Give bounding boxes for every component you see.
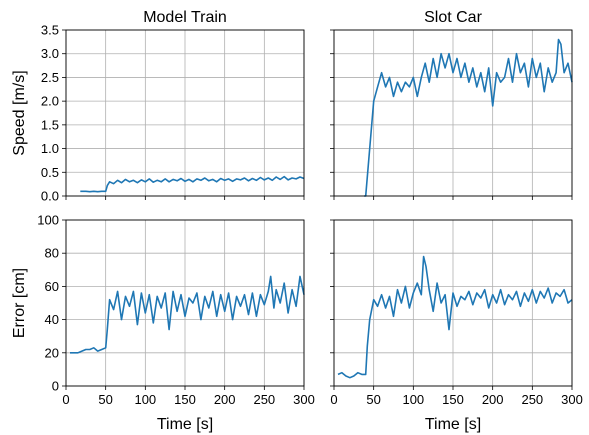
y-tick-label: 0	[52, 379, 59, 394]
y-tick-label: 1.0	[41, 141, 59, 156]
y-tick-label: 80	[45, 246, 59, 261]
x-axis-label: Time [s]	[157, 416, 213, 433]
series-line	[80, 175, 305, 193]
y-tick-label: 20	[45, 345, 59, 360]
y-tick-label: 40	[45, 312, 59, 327]
x-tick-label: 50	[366, 392, 380, 407]
y-tick-label: 0.0	[41, 189, 59, 204]
panel-title: Model Train	[143, 9, 227, 26]
y-tick-label: 3.5	[41, 23, 59, 38]
x-tick-label: 300	[561, 392, 583, 407]
y-axis-label: Speed [m/s]	[11, 70, 28, 155]
x-tick-label: 200	[482, 392, 504, 407]
y-tick-label: 0.5	[41, 165, 59, 180]
y-tick-label: 1.5	[41, 117, 59, 132]
x-tick-label: 250	[253, 392, 275, 407]
x-axis-label: Time [s]	[425, 416, 481, 433]
y-axis-label: Error [cm]	[11, 268, 28, 338]
series-line	[337, 255, 573, 379]
x-tick-label: 0	[62, 392, 69, 407]
y-tick-label: 2.0	[41, 94, 59, 109]
panel-2: Slot Car	[330, 9, 573, 200]
x-tick-label: 200	[214, 392, 236, 407]
panel-1: 0.0 0.5 1.0 1.5 2.0 2.5 3.0 3.5 Model Train Speed…	[11, 9, 305, 204]
y-tick-label: 60	[45, 279, 59, 294]
series-line	[364, 38, 573, 197]
y-tick-label: 3.0	[41, 46, 59, 61]
panel-title: Slot Car	[424, 9, 482, 26]
x-tick-label: 300	[293, 392, 315, 407]
x-tick-label: 50	[98, 392, 112, 407]
panel-4: 0 50 100 150 200 250 300 Time [s]	[330, 219, 583, 433]
x-tick-label: 0	[330, 392, 337, 407]
x-tick-label: 100	[402, 392, 424, 407]
series-line	[70, 275, 305, 354]
x-tick-label: 250	[521, 392, 543, 407]
x-tick-label: 100	[134, 392, 156, 407]
y-tick-label: 2.5	[41, 70, 59, 85]
x-tick-label: 150	[174, 392, 196, 407]
x-tick-label: 150	[442, 392, 464, 407]
y-tick-label: 100	[37, 213, 59, 228]
